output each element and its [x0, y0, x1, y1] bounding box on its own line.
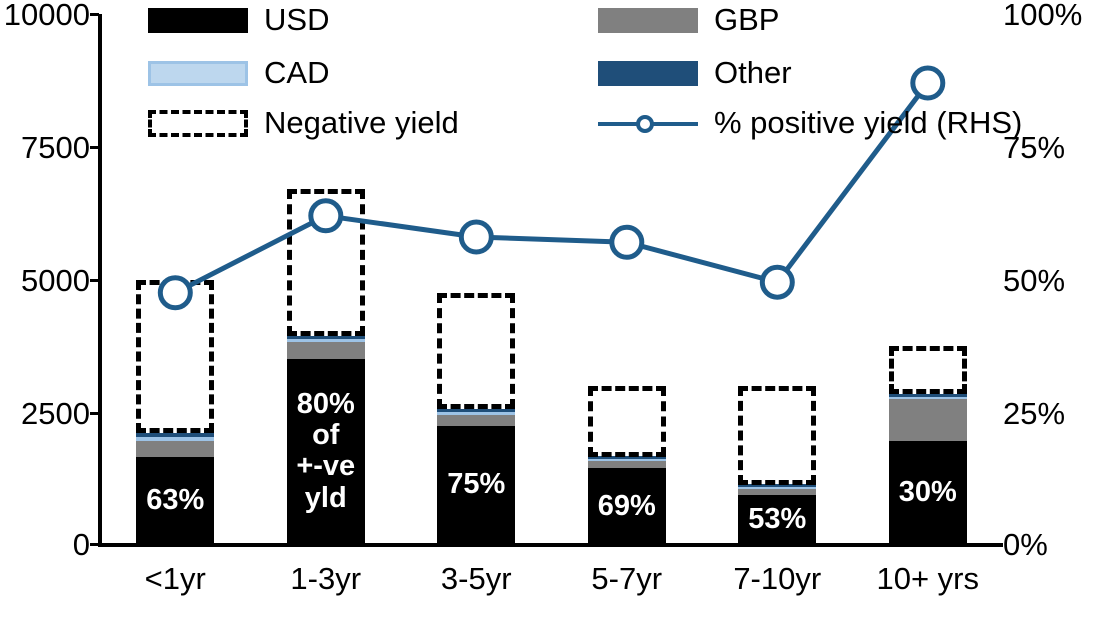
line-series-marker[interactable]	[759, 264, 795, 300]
y-axis-left-tick-label: 0	[72, 527, 90, 562]
bar-value-label-line: 69%	[597, 489, 656, 522]
legend-item-other[interactable]: Other	[598, 55, 792, 91]
line-series-marker[interactable]	[609, 224, 645, 260]
negative-yield-box	[286, 189, 365, 336]
bar-value-label-line: 80%	[296, 387, 355, 420]
bar-segment-cad[interactable]	[437, 410, 516, 415]
line-series-marker[interactable]	[458, 219, 494, 255]
legend-label-positive-yield-line: % positive yield (RHS)	[714, 105, 1023, 140]
bar-segment-gbp[interactable]	[738, 488, 817, 495]
bar-value-label: 80% of +-ve yld	[287, 387, 365, 514]
bar-segment-usd[interactable]	[587, 468, 666, 545]
bar-segment-gbp[interactable]	[136, 441, 215, 458]
bar-segment-gbp[interactable]	[888, 399, 967, 442]
bar-value-label: 69%	[588, 489, 666, 522]
bar-value-label: 30%	[889, 477, 967, 508]
bar-segment-other[interactable]	[136, 432, 215, 437]
y-axis-left-tick	[90, 13, 99, 16]
negative-yield-box	[587, 385, 666, 457]
bar-group[interactable]: 30%	[888, 14, 967, 545]
legend-swatch-negative-yield-icon	[148, 109, 248, 137]
y-axis-left-tick	[90, 543, 99, 546]
bar-group[interactable]: 80% of +-ve yld	[286, 14, 365, 545]
y-axis-right-tick-label: 75%	[1003, 130, 1066, 165]
negative-yield-box	[888, 345, 967, 395]
bar-segment-other[interactable]	[888, 393, 967, 397]
bar-segment-other[interactable]	[587, 455, 666, 459]
bar-segment-gbp[interactable]	[437, 414, 516, 426]
legend-item-gbp[interactable]: GBP	[598, 2, 779, 38]
bar-segment-gbp[interactable]	[587, 461, 666, 469]
legend-item-cad[interactable]: CAD	[148, 55, 329, 91]
line-series-marker[interactable]	[157, 275, 193, 311]
bar-group[interactable]: 63%	[136, 14, 215, 545]
x-axis-category-label: 7-10yr	[733, 561, 822, 596]
bar-segment-cad[interactable]	[286, 338, 365, 343]
bar-segment-other[interactable]	[437, 408, 516, 412]
legend-item-usd[interactable]: USD	[148, 2, 329, 38]
bar-segment-usd[interactable]	[738, 494, 817, 545]
legend-label-negative-yield: Negative yield	[264, 105, 459, 140]
y-axis-right-tick-label: 50%	[1003, 263, 1066, 298]
bar-value-label-line: 75%	[447, 468, 506, 501]
bar-segment-usd[interactable]	[136, 457, 215, 545]
y-axis-right-tick-label: 25%	[1003, 396, 1066, 431]
bar-value-label: 53%	[738, 502, 816, 535]
bar-value-label: 63%	[136, 485, 214, 516]
y-axis-right-tick-label: 0%	[1003, 527, 1048, 562]
bar-group[interactable]: 53%	[738, 14, 817, 545]
x-axis-category-label: 5-7yr	[591, 561, 663, 596]
bar-segment-usd[interactable]	[286, 359, 365, 545]
legend-item-negative-yield[interactable]: Negative yield	[148, 105, 459, 141]
bar-segment-cad[interactable]	[136, 436, 215, 442]
legend-swatch-usd-icon	[148, 7, 248, 33]
legend-swatch-cad-icon	[148, 60, 248, 86]
bar-group[interactable]: 69%	[587, 14, 666, 545]
negative-yield-box	[437, 292, 516, 410]
line-series-marker[interactable]	[308, 198, 344, 234]
y-axis-left-tick-label: 5000	[21, 263, 90, 298]
bar-segment-other[interactable]	[738, 483, 817, 487]
line-series-markers	[157, 65, 946, 311]
bar-segment-gbp[interactable]	[286, 342, 365, 360]
y-axis-left-tick	[90, 146, 99, 149]
y-axis-left-tick	[90, 412, 99, 415]
bar-segment-usd[interactable]	[437, 425, 516, 545]
x-axis-category-label: 3-5yr	[440, 561, 512, 596]
y-axis-right-tick-label: 100%	[1003, 0, 1083, 32]
legend-label-gbp: GBP	[714, 2, 780, 37]
bar-value-label-line: 30%	[898, 476, 957, 509]
y-axis-left-tick-label: 2500	[21, 396, 90, 431]
line-series-marker[interactable]	[910, 65, 946, 101]
plot-area: 63% 80% of +-ve yld 75% 69% 53% 30%	[100, 14, 1003, 545]
bar-value-label-line: of	[312, 419, 340, 452]
bar-segment-usd[interactable]	[888, 441, 967, 545]
bar-group[interactable]: 75%	[437, 14, 516, 545]
bar-value-label-line: 63%	[146, 484, 205, 517]
bar-value-label-line: 53%	[748, 502, 807, 535]
legend-swatch-line-marker-icon	[598, 111, 698, 136]
bar-value-label: 75%	[437, 469, 515, 500]
y-axis-left-tick-label: 7500	[21, 130, 90, 165]
x-axis-category-label: 10+ yrs	[876, 561, 980, 596]
bar-segment-other[interactable]	[286, 335, 365, 339]
x-axis-category-label: 1-3yr	[290, 561, 362, 596]
bar-value-label-line: yld	[304, 481, 347, 514]
line-series-path	[174, 81, 930, 296]
legend-label-usd: USD	[264, 2, 330, 37]
y-axis-left-spine	[98, 14, 102, 545]
legend-swatch-gbp-icon	[598, 7, 698, 33]
negative-yield-box	[738, 385, 817, 485]
x-axis-spine	[98, 543, 1003, 547]
y-axis-left-tick	[90, 279, 99, 282]
bar-value-label-line: +-ve	[296, 450, 356, 483]
y-axis-left-tick-label: 10000	[3, 0, 90, 32]
legend-label-other: Other	[714, 55, 792, 90]
legend-item-positive-yield-line[interactable]: % positive yield (RHS)	[598, 105, 1022, 141]
legend-swatch-other-icon	[598, 60, 698, 86]
x-axis-category-label: <1yr	[144, 561, 206, 596]
line-series-layer	[157, 65, 946, 311]
legend-label-cad: CAD	[264, 55, 330, 90]
